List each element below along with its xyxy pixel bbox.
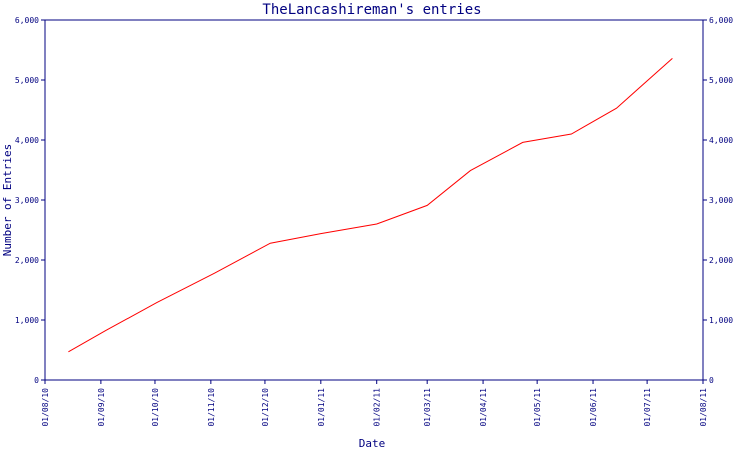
data-point [269,242,272,245]
x-tick-label: 01/12/10 [261,388,270,427]
left-y-tick-label: 1,000 [15,316,39,325]
chart-title: TheLancashireman's entries [262,2,481,18]
left-y-tick-label: 6,000 [15,16,39,25]
right-y-tick-label: 6,000 [709,16,733,25]
series-line [68,58,673,353]
right-y-tick-label: 1,000 [709,316,733,325]
left-y-axis: 0 1,000 2,000 3,000 4,000 5,000 6,000 [15,16,45,385]
x-tick-label: 01/07/11 [643,388,652,427]
plot-area [44,19,704,381]
data-point [426,204,429,207]
data-point [570,133,573,136]
data-point [155,301,158,304]
data-point [105,329,108,332]
left-y-tick-label: 2,000 [15,256,39,265]
right-y-tick-label: 3,000 [709,196,733,205]
x-tick-label: 01/04/11 [479,388,488,427]
right-y-tick-label: 2,000 [709,256,733,265]
left-y-tick-label: 3,000 [15,196,39,205]
left-y-tick-label: 4,000 [15,136,39,145]
x-axis-label: Date [359,437,386,450]
data-point [67,350,70,353]
x-tick-label: 01/01/11 [317,388,326,427]
right-y-tick-label: 5,000 [709,76,733,85]
data-point [213,272,216,275]
data-point [521,141,524,144]
x-tick-label: 01/10/10 [151,388,160,427]
left-y-tick-label: 5,000 [15,76,39,85]
data-point [469,169,472,172]
right-y-tick-label: 4,000 [709,136,733,145]
data-point [319,232,322,235]
x-tick-label: 01/09/10 [97,388,106,427]
y-axis-label: Number of Entries [1,144,14,257]
data-point [375,223,378,226]
x-axis: 01/08/10 01/09/10 01/10/10 01/11/10 01/12/10… [41,380,708,427]
x-tick-label: 01/11/10 [207,388,216,427]
data-point [615,107,618,110]
data-point [671,57,674,60]
x-tick-label: 01/06/11 [589,388,598,427]
right-y-tick-label: 0 [709,376,714,385]
x-tick-label: 01/08/11 [699,388,708,427]
x-tick-label: 01/05/11 [533,388,542,427]
left-y-tick-label: 0 [34,376,39,385]
x-tick-label: 01/02/11 [373,388,382,427]
series-layer [67,57,674,353]
right-y-axis: 0 1,000 2,000 3,000 4,000 5,000 6,000 [703,16,733,385]
x-tick-label: 01/03/11 [423,388,432,427]
x-tick-label: 01/08/10 [41,388,50,427]
